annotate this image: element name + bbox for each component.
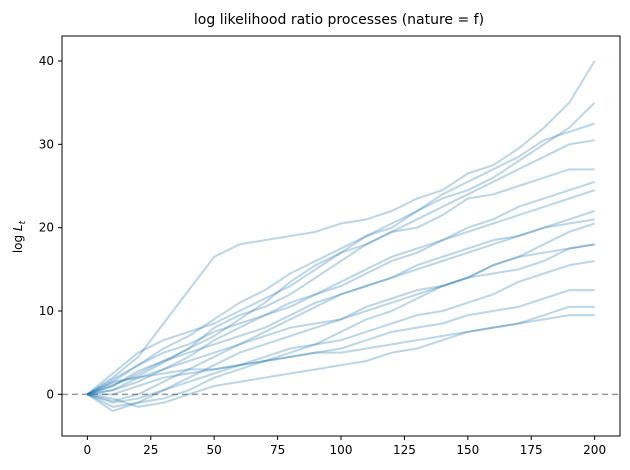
series-line-1 bbox=[86, 60, 596, 396]
x-tick-label: 150 bbox=[456, 443, 479, 457]
y-axis-label-subscript: t bbox=[18, 220, 28, 224]
series-line-8 bbox=[87, 210, 595, 402]
y-axis-label-variable: L bbox=[11, 224, 25, 231]
series-line-13 bbox=[87, 289, 595, 396]
x-tick-label: 50 bbox=[207, 443, 222, 457]
series-line-10 bbox=[86, 243, 595, 408]
x-tick-label: 0 bbox=[84, 443, 92, 457]
x-tick-label: 175 bbox=[520, 443, 543, 457]
series-line-16 bbox=[86, 222, 595, 412]
y-tick-label: 10 bbox=[39, 304, 54, 318]
x-tick-label: 100 bbox=[330, 443, 353, 457]
x-tick-label: 25 bbox=[143, 443, 158, 457]
series-line-11 bbox=[87, 243, 595, 396]
series-line-5 bbox=[86, 168, 595, 396]
series-line-2 bbox=[86, 101, 596, 396]
y-tick-label: 40 bbox=[39, 54, 54, 68]
chart-title: log likelihood ratio processes (nature =… bbox=[194, 12, 484, 28]
x-tick-label: 125 bbox=[393, 443, 416, 457]
y-axis: 0 10 20 30 40 bbox=[39, 54, 62, 401]
series-line-12 bbox=[87, 260, 595, 404]
x-tick-label: 75 bbox=[270, 443, 285, 457]
series-line-9 bbox=[87, 218, 595, 396]
plot-area bbox=[62, 60, 620, 412]
series-line-6 bbox=[87, 180, 595, 396]
x-axis: 0 25 50 75 100 125 150 175 200 bbox=[84, 436, 606, 457]
y-tick-label: 30 bbox=[39, 137, 54, 151]
y-tick-label: 20 bbox=[39, 221, 54, 235]
series-line-15 bbox=[86, 314, 595, 396]
series-line-14 bbox=[87, 305, 595, 408]
y-axis-label: log Lt bbox=[11, 220, 28, 253]
y-axis-label-main: log bbox=[11, 231, 25, 253]
series-line-4 bbox=[87, 139, 595, 396]
y-tick-label: 0 bbox=[46, 387, 54, 401]
series-line-7 bbox=[86, 189, 595, 396]
series-line-3 bbox=[86, 122, 595, 396]
x-tick-label: 200 bbox=[583, 443, 606, 457]
